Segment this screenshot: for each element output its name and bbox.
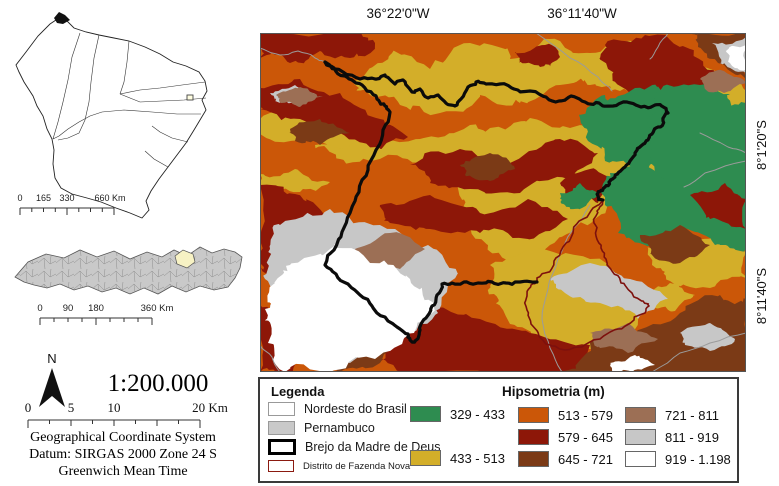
coordinate-system-note: Geographical Coordinate System Datum: SI… [0, 429, 246, 480]
northeast-brazil-outline [15, 15, 208, 219]
legend-range: 811 - 919 [665, 429, 719, 445]
swatch-329-433 [410, 406, 441, 422]
legend-range: 329 - 433 [450, 406, 505, 422]
swatch-579-645 [518, 429, 549, 445]
svg-text:90: 90 [63, 303, 74, 314]
svg-text:660 Km: 660 Km [94, 193, 125, 203]
legend: Legenda Hipsometria (m) Nordeste do Bras… [258, 377, 739, 483]
svg-text:180: 180 [88, 303, 104, 314]
legend-label: Brejo da Madre de Deus [305, 440, 441, 454]
svg-text:5: 5 [68, 400, 75, 415]
north-label: N [47, 351, 56, 366]
legend-class-645-721: 645 - 721 [518, 451, 613, 467]
scalebar-pernambuco: 0 90 180 360 Km [37, 303, 173, 325]
legend-label: Pernambuco [304, 421, 375, 435]
swatch-919-1198 [625, 451, 656, 467]
delta-coast-mark [54, 12, 70, 24]
inset-map-pernambuco: 0 90 180 360 Km [14, 246, 243, 325]
legend-item-fazenda-nova: Distrito de Fazenda Nova [268, 460, 410, 472]
swatch-721-811 [625, 407, 656, 423]
scalebar-main: 0 5 10 20 Km [25, 400, 228, 428]
legend-range: 645 - 721 [558, 451, 613, 467]
legend-item-pernambuco: Pernambuco [268, 421, 375, 435]
svg-text:20 Km: 20 Km [192, 400, 228, 415]
svg-text:165: 165 [36, 193, 51, 203]
municipality-pattern [15, 247, 242, 294]
legend-class-513-579: 513 - 579 [518, 407, 613, 423]
legend-class-329-433: 329 - 433 [410, 406, 505, 422]
main-map [260, 33, 746, 372]
legend-class-919-1198: 919 - 1.198 [625, 451, 731, 467]
crs-line-1: Geographical Coordinate System [30, 430, 216, 445]
study-area-marker [186, 94, 194, 101]
legend-class-721-811: 721 - 811 [625, 407, 719, 423]
latitude-label-2: 8°11'40"S [754, 267, 769, 325]
legend-class-811-919: 811 - 919 [625, 429, 719, 445]
legend-class-433-513: 433 - 513 [410, 450, 505, 466]
terrain-layer [260, 33, 746, 372]
legend-range: 919 - 1.198 [665, 451, 731, 467]
swatch-513-579 [518, 407, 549, 423]
north-arrow-icon [39, 368, 65, 407]
map-scale-text: 1:200.000 [107, 370, 209, 397]
scalebar-northeast: 0 165 330 660 Km [17, 193, 126, 215]
legend-range: 433 - 513 [450, 450, 505, 466]
swatch-nordeste [268, 402, 295, 416]
swatch-811-919 [625, 429, 656, 445]
boundary-layer [260, 33, 746, 372]
svg-text:0: 0 [25, 400, 32, 415]
svg-text:330: 330 [59, 193, 74, 203]
svg-text:360 Km: 360 Km [141, 303, 174, 314]
map-frame [260, 33, 746, 372]
swatch-433-513 [410, 450, 441, 466]
north-arrow-block: N [39, 351, 65, 407]
legend-class-579-645: 579 - 645 [518, 429, 613, 445]
svg-text:0: 0 [37, 303, 42, 314]
swatch-pernambuco [268, 421, 295, 435]
swatch-brejo [268, 439, 296, 455]
legend-range: 579 - 645 [558, 429, 613, 445]
highlighted-municipality [174, 249, 196, 269]
legend-label: Distrito de Fazenda Nova [303, 460, 411, 472]
svg-text:0: 0 [17, 193, 22, 203]
legend-range: 721 - 811 [665, 407, 719, 423]
longitude-label-2: 36°11'40"W [547, 6, 617, 21]
legend-range: 513 - 579 [558, 407, 613, 423]
inset-map-northeast-brazil: 0 165 330 660 Km [15, 12, 208, 219]
hipsometria-title: Hipsometria (m) [502, 384, 605, 399]
legend-label: Nordeste do Brasil [304, 402, 407, 416]
swatch-fazenda-nova [268, 460, 294, 472]
legend-item-brejo: Brejo da Madre de Deus [268, 439, 441, 455]
legend-title: Legenda [271, 384, 325, 399]
swatch-645-721 [518, 451, 549, 467]
svg-text:10: 10 [108, 400, 121, 415]
latitude-label-1: 8°1'20"S [754, 120, 769, 170]
longitude-label-1: 36°22'0"W [366, 6, 430, 21]
crs-line-2: Datum: SIRGAS 2000 Zone 24 S [29, 447, 217, 462]
legend-item-nordeste: Nordeste do Brasil [268, 402, 407, 416]
crs-line-3: Greenwich Mean Time [58, 464, 188, 479]
